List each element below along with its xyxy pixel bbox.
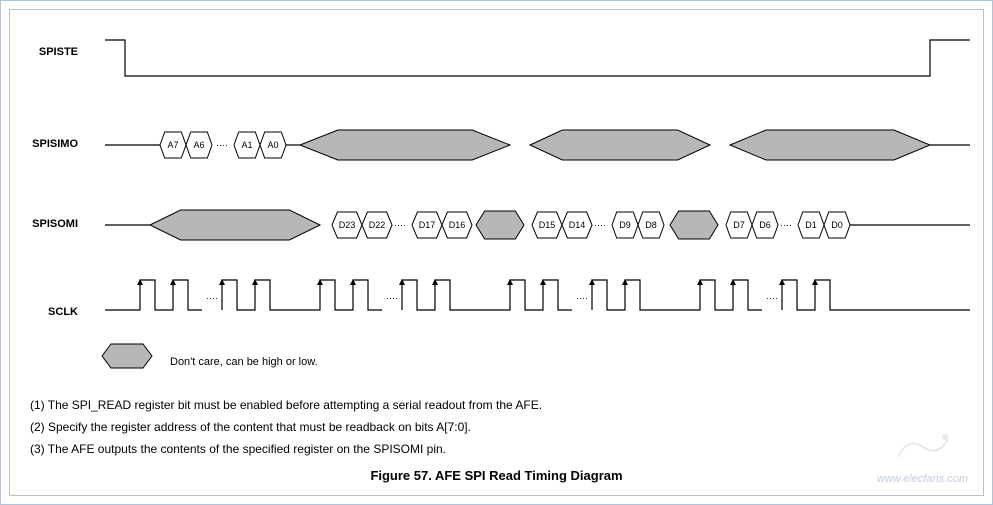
svg-text:D7: D7 <box>733 220 745 230</box>
timing-diagram: A7 A6 ···· A1 A0 D23 D22 ···· D17 D16 D15 D14 ···· D9… <box>10 10 980 340</box>
svg-text:····: ···· <box>206 293 218 303</box>
diagram-frame: SPISTE SPISIMO SPISOMI SCLK A7A6····A1A0… <box>9 9 984 496</box>
svg-text:····: ···· <box>594 220 606 230</box>
svg-text:D14: D14 <box>569 220 586 230</box>
svg-text:D9: D9 <box>619 220 631 230</box>
svg-text:A6: A6 <box>193 140 204 150</box>
svg-text:D17: D17 <box>419 220 436 230</box>
svg-text:····: ···· <box>386 293 398 303</box>
note-1: (1) The SPI_READ register bit must be en… <box>30 398 542 412</box>
svg-text:····: ···· <box>576 293 588 303</box>
svg-text:D8: D8 <box>645 220 657 230</box>
svg-text:····: ···· <box>766 293 778 303</box>
svg-text:····: ···· <box>780 220 792 230</box>
figure-title: Figure 57. AFE SPI Read Timing Diagram <box>10 468 983 483</box>
svg-text:D1: D1 <box>805 220 817 230</box>
note-3: (3) The AFE outputs the contents of the … <box>30 442 446 456</box>
svg-text:D22: D22 <box>369 220 386 230</box>
watermark-icon <box>893 427 953 467</box>
svg-text:D6: D6 <box>759 220 771 230</box>
svg-text:A7: A7 <box>167 140 178 150</box>
svg-text:D0: D0 <box>831 220 843 230</box>
svg-text:A0: A0 <box>267 140 278 150</box>
note-2: (2) Specify the register address of the … <box>30 420 471 434</box>
page-container: SPISTE SPISIMO SPISOMI SCLK A7A6····A1A0… <box>0 0 993 505</box>
svg-text:D23: D23 <box>339 220 356 230</box>
svg-text:D16: D16 <box>449 220 466 230</box>
svg-text:····: ···· <box>216 140 228 150</box>
svg-text:····: ···· <box>394 220 406 230</box>
svg-text:D15: D15 <box>539 220 556 230</box>
svg-text:A1: A1 <box>241 140 252 150</box>
legend-text: Don't care, can be high or low. <box>170 356 318 368</box>
